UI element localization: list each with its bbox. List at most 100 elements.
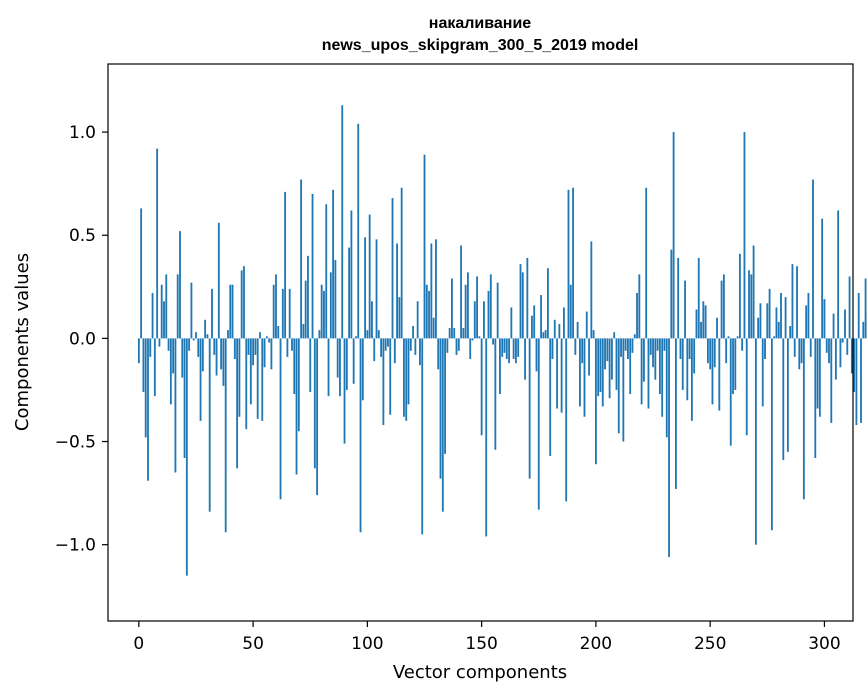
bar-100 [366, 330, 369, 339]
bar-184 [558, 323, 561, 339]
bar-230 [663, 338, 666, 351]
bar-90 [343, 338, 346, 444]
bar-40 [229, 284, 232, 339]
bar-254 [718, 338, 721, 411]
bar-280 [777, 321, 780, 339]
bar-52 [256, 338, 259, 419]
bar-142 [462, 328, 465, 339]
bar-84 [329, 272, 332, 339]
bar-125 [423, 154, 426, 339]
bar-222 [645, 187, 648, 339]
bar-246 [700, 321, 702, 339]
bar-131 [437, 338, 440, 370]
bar-36 [220, 338, 223, 370]
bar-158 [499, 338, 501, 395]
bar-97 [359, 338, 362, 533]
bar-200 [594, 338, 597, 465]
bar-138 [453, 328, 456, 339]
bar-79 [318, 330, 321, 339]
bar-241 [688, 338, 691, 359]
bar-109 [387, 338, 389, 347]
bar-233 [670, 249, 673, 339]
bar-13 [167, 338, 170, 351]
bar-147 [473, 301, 476, 339]
bar-43 [236, 338, 239, 469]
bar-258 [727, 336, 730, 339]
bar-3 [144, 338, 147, 438]
bar-182 [553, 319, 556, 339]
bar-255 [720, 280, 723, 339]
x-tick-label: 250 [694, 634, 726, 654]
bar-171 [528, 338, 531, 479]
y-tick-label: −1.0 [55, 536, 96, 556]
bar-61 [277, 326, 280, 339]
bar-180 [549, 338, 552, 456]
bar-266 [745, 338, 748, 436]
bar-120 [412, 326, 414, 339]
bar-127 [428, 290, 430, 339]
x-axis: 0 50 100 150 200 250 300 [133, 621, 841, 654]
bar-33 [213, 338, 216, 355]
bar-126 [425, 284, 428, 339]
bar-25 [195, 332, 197, 339]
bar-series [137, 105, 867, 576]
bar-67 [291, 338, 293, 351]
bar-201 [597, 338, 600, 397]
bar-239 [684, 280, 686, 339]
plot-frame [107, 63, 854, 622]
bar-57 [268, 338, 271, 343]
bar-65 [286, 338, 289, 357]
bar-203 [601, 338, 604, 407]
bar-300 [823, 299, 826, 339]
bar-286 [791, 264, 794, 339]
bar-281 [780, 292, 782, 339]
bar-75 [309, 338, 312, 393]
bar-259 [729, 338, 732, 446]
bar-303 [830, 338, 833, 423]
bar-1 [140, 208, 143, 339]
bar-111 [391, 198, 394, 339]
bar-0 [137, 338, 140, 364]
bar-213 [624, 338, 627, 351]
bar-20 [183, 338, 186, 459]
bar-192 [576, 321, 579, 339]
bar-113 [396, 243, 398, 339]
chart-title: накаливание [429, 15, 531, 32]
bar-94 [352, 338, 355, 384]
bar-261 [734, 338, 737, 390]
bar-316 [860, 338, 862, 423]
bar-227 [656, 338, 659, 351]
bar-152 [485, 338, 488, 537]
bar-150 [480, 338, 483, 436]
bar-95 [355, 336, 357, 339]
bar-110 [389, 338, 392, 415]
bar-143 [464, 284, 467, 339]
bar-228 [658, 338, 661, 395]
bar-71 [300, 179, 303, 339]
bar-22 [188, 338, 191, 351]
bar-88 [339, 338, 341, 397]
bar-253 [716, 317, 718, 339]
bar-163 [510, 307, 513, 339]
bar-275 [766, 303, 769, 339]
bar-89 [341, 105, 344, 339]
bar-186 [563, 307, 565, 339]
bar-268 [750, 274, 753, 339]
bar-77 [313, 338, 316, 469]
bar-191 [574, 338, 577, 355]
bar-301 [825, 338, 828, 353]
bar-86 [334, 259, 337, 339]
x-tick-label: 50 [242, 634, 264, 654]
bar-287 [793, 338, 796, 357]
bar-26 [197, 338, 200, 357]
bar-185 [560, 338, 563, 413]
bar-105 [377, 330, 380, 339]
bar-51 [254, 338, 257, 355]
bar-21 [185, 338, 188, 576]
chart-subtitle: news_upos_skipgram_300_5_2019 model [322, 37, 639, 54]
bar-27 [199, 338, 202, 421]
bar-276 [768, 288, 771, 339]
bar-194 [581, 338, 584, 364]
bar-68 [293, 338, 296, 395]
bar-179 [547, 268, 549, 339]
